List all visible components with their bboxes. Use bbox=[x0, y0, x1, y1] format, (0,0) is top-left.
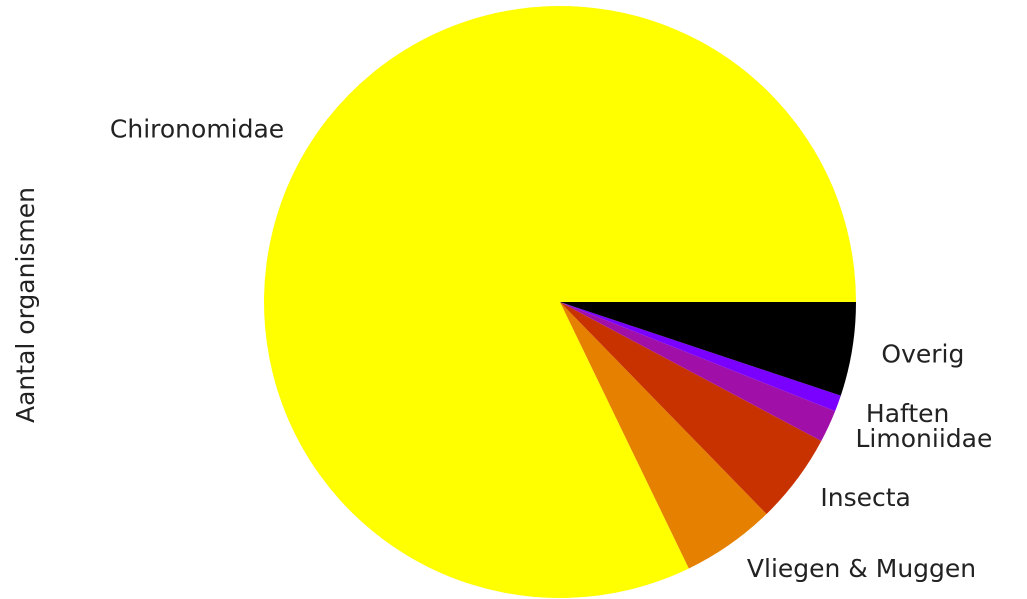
pie-label-overig: Overig bbox=[881, 340, 964, 369]
pie-slice-vliegen-muggen bbox=[560, 302, 767, 569]
pie-slice-chironomidae bbox=[263, 6, 856, 599]
pie-slice-haften bbox=[560, 302, 841, 412]
pie-label-haften: Haften bbox=[866, 399, 950, 428]
pie-slice-limoniidae bbox=[560, 302, 836, 442]
pie-label-insecta: Insecta bbox=[820, 483, 911, 512]
pie-label-limoniidae: Limoniidae bbox=[856, 424, 993, 453]
pie-slice-overig bbox=[560, 302, 856, 396]
pie-slices bbox=[263, 6, 856, 599]
pie-slice-insecta bbox=[560, 302, 822, 515]
pie-label-vliegen-muggen: Vliegen & Muggen bbox=[747, 554, 976, 583]
pie-label-chironomidae: Chironomidae bbox=[110, 115, 284, 144]
y-axis-label: Aantal organismen bbox=[11, 187, 40, 423]
pie-labels: Chironomidae Vliegen & Muggen Insecta Limon… bbox=[110, 115, 992, 584]
